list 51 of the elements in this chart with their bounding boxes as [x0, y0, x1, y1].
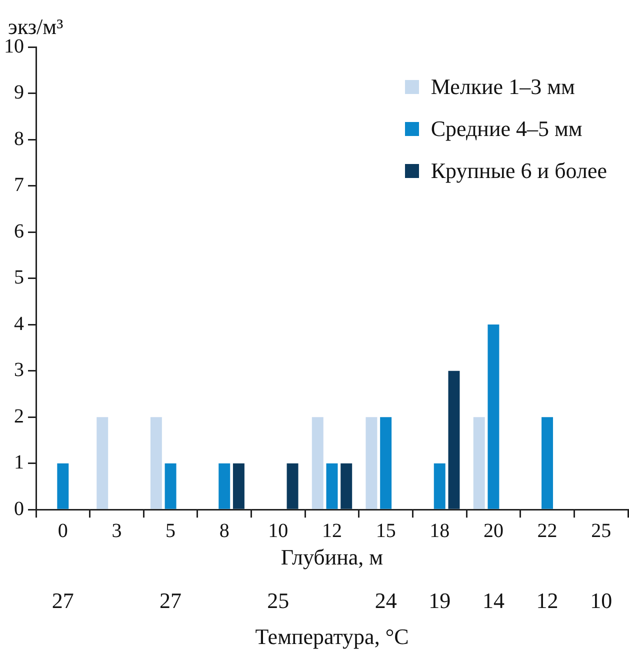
text: 27: [52, 588, 74, 613]
text: 27: [160, 588, 182, 613]
legend-label: Мелкие 1–3 мм: [430, 74, 575, 100]
y-tick-label: 5: [14, 266, 24, 289]
y-tick-label: 6: [14, 220, 24, 242]
text: 25: [267, 588, 290, 613]
legend-label: Средние 4–5 мм: [430, 116, 582, 142]
bar: [366, 417, 378, 509]
x-tick-label: 12: [322, 520, 342, 542]
text: 24: [374, 588, 397, 613]
text: 14: [482, 588, 504, 613]
bar: [57, 463, 69, 509]
bar: [488, 324, 500, 509]
x-tick-label: 3: [112, 520, 122, 542]
x-tick-label: 15: [376, 520, 396, 542]
x-tick-label: 22: [537, 520, 558, 542]
bar: [448, 370, 460, 509]
text: 19: [428, 588, 451, 613]
bar: [340, 463, 352, 509]
y-tick-label: 8: [14, 128, 24, 150]
text: 10: [590, 588, 612, 613]
y-tick-label: 7: [14, 174, 24, 196]
x-axis-title: Глубина, м: [280, 544, 384, 570]
y-tick-label: 2: [14, 405, 24, 428]
x-tick-label: 5: [166, 520, 176, 542]
bar: [232, 463, 244, 509]
bar: [218, 463, 230, 509]
x-tick-label: 25: [591, 520, 612, 542]
bar: [96, 417, 108, 509]
x-tick-label: 20: [483, 520, 504, 542]
x-tick-label: 10: [268, 520, 288, 542]
bar: [473, 417, 485, 509]
x-tick-label: 18: [430, 520, 450, 542]
y-tick-label: 0: [14, 498, 24, 520]
y-tick-label: 9: [14, 82, 24, 104]
bar: [326, 463, 338, 509]
y-tick-label: 4: [14, 312, 24, 335]
text: Температура, °C: [255, 624, 409, 649]
x-tick-label: 8: [219, 520, 230, 542]
bar: [434, 463, 446, 509]
bar: [312, 417, 324, 509]
legend-label: Крупные 6 и более: [430, 158, 607, 184]
bar: [380, 417, 392, 509]
x-tick-label: 0: [58, 520, 68, 542]
y-tick-label: 1: [14, 452, 24, 474]
bar: [164, 463, 176, 509]
y-tick-label: 3: [14, 359, 24, 382]
bar: [286, 463, 298, 509]
text: 12: [536, 588, 558, 613]
bar: [150, 417, 162, 509]
bar: [542, 417, 554, 509]
